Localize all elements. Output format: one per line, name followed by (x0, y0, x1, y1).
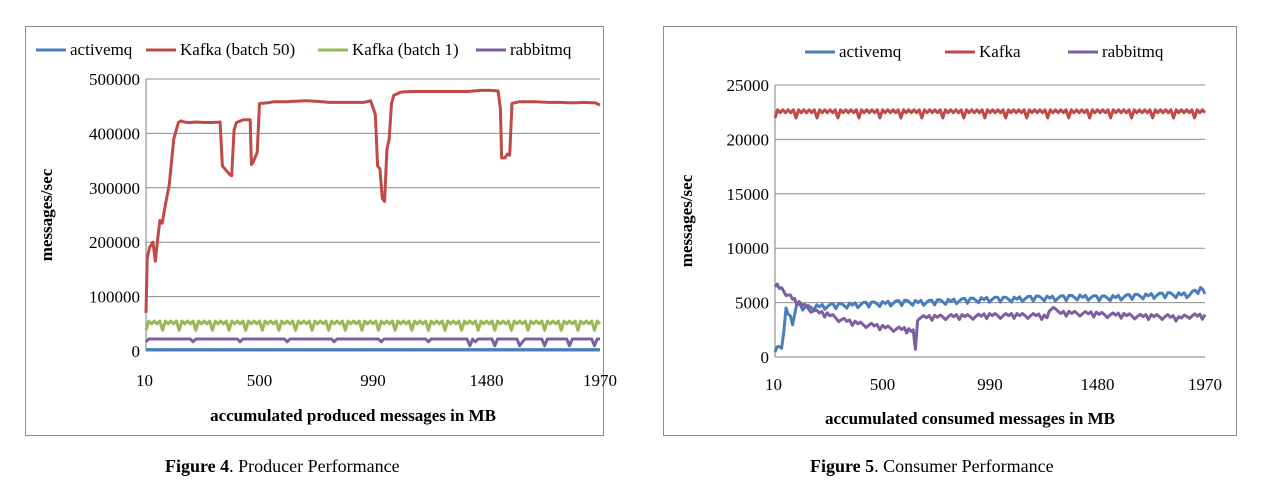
x-axis-label: accumulated consumed messages in MB (825, 409, 1115, 428)
legend-label-kafka-batch-50: Kafka (batch 50) (180, 40, 295, 59)
x-tick-label-500: 500 (870, 375, 896, 394)
y-tick-label-500000: 500000 (89, 70, 140, 89)
figure-4-text: . Producer Performance (229, 456, 400, 476)
y-tick-label-200000: 200000 (89, 233, 140, 252)
x-tick-label-990: 990 (977, 375, 1003, 394)
y-axis-label: messages/sec (37, 168, 56, 261)
legend-label-rabbitmq: rabbitmq (1102, 42, 1164, 61)
producer-chart: 0 100000 200000 300000 400000 500000 10 500 990 1… (36, 40, 617, 425)
series-line-rabbitmq (773, 282, 1207, 351)
legend-label-rabbitmq: rabbitmq (510, 40, 572, 59)
series-line-kafka (773, 108, 1207, 120)
x-tick-label-10: 10 (765, 375, 782, 394)
legend-label-activemq: activemq (70, 40, 133, 59)
y-tick-label-15000: 15000 (727, 185, 770, 204)
y-tick-label-10000: 10000 (727, 239, 770, 258)
legend-label-kafka-batch-1: Kafka (batch 1) (352, 40, 459, 59)
consumer-chart: 0 5000 10000 15000 20000 25000 10 500 990 1480 197… (677, 42, 1222, 428)
x-tick-label-500: 500 (247, 371, 273, 390)
chart-frame-consumer (663, 26, 1237, 436)
figure-4-caption: Figure 4. Producer Performance (165, 456, 400, 477)
y-tick-label-5000: 5000 (735, 294, 769, 313)
figure-5-text: . Consumer Performance (874, 456, 1054, 476)
x-tick-label-1970: 1970 (1188, 375, 1222, 394)
legend-label-kafka: Kafka (979, 42, 1021, 61)
series-line-activemq (773, 285, 1207, 353)
x-tick-label-1480: 1480 (470, 371, 504, 390)
y-tick-label-400000: 400000 (89, 124, 140, 143)
x-tick-label-10: 10 (136, 371, 153, 390)
y-tick-label-300000: 300000 (89, 179, 140, 198)
x-tick-label-1970: 1970 (583, 371, 617, 390)
y-tick-label-0: 0 (132, 342, 141, 361)
y-tick-label-25000: 25000 (727, 76, 770, 95)
legend-label-activemq: activemq (839, 42, 902, 61)
series-line-kafka-batch-50 (144, 88, 601, 313)
y-tick-label-100000: 100000 (89, 288, 140, 307)
figure-5-label: Figure 5 (810, 456, 875, 476)
figure-4-label: Figure 4 (165, 456, 230, 476)
y-axis-label: messages/sec (677, 174, 696, 267)
x-tick-label-990: 990 (360, 371, 386, 390)
figure-5-caption: Figure 5. Consumer Performance (810, 456, 1054, 477)
x-axis-label: accumulated produced messages in MB (210, 406, 496, 425)
y-tick-label-0: 0 (761, 348, 770, 367)
x-tick-label-1480: 1480 (1081, 375, 1115, 394)
y-tick-label-20000: 20000 (727, 130, 770, 149)
series-line-rabbitmq (144, 337, 600, 348)
chart-frame-producer (25, 26, 604, 436)
series-line-kafka-batch-1 (144, 319, 602, 332)
